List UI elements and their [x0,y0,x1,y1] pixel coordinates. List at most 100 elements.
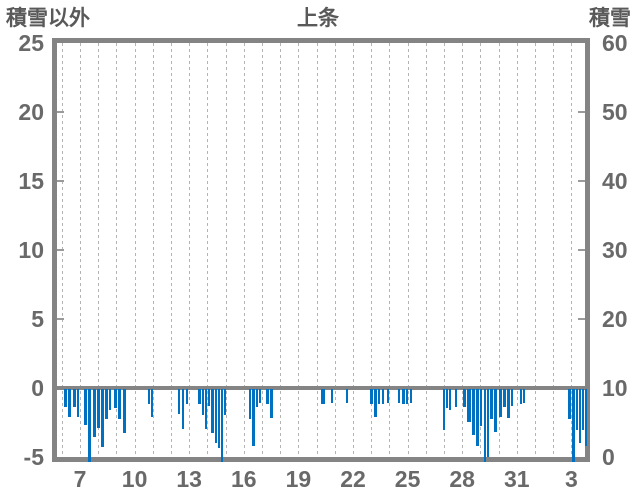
precip-bar [490,389,493,419]
day-gridline [134,43,136,457]
x-tick-label: 3 [564,466,578,492]
right-tick-label: 10 [602,375,628,401]
day-gridline [334,43,336,457]
day-gridline [425,43,427,457]
precip-bar [579,389,581,443]
precip-bar [270,389,273,418]
precip-bar [487,389,489,457]
precip-bar [151,389,153,417]
day-gridline [262,43,263,457]
precip-bar [215,389,217,443]
precip-bar [68,389,71,417]
precip-bar [378,389,380,404]
precip-bar [472,389,475,435]
day-gridline [535,43,536,457]
left-frame-tick [57,318,64,320]
precip-bar [572,389,575,462]
chart-title: 上条 [297,7,339,30]
precip-bar [398,389,400,403]
left-axis-title: 積雪以外 [6,7,90,30]
precip-bar [218,389,220,448]
precip-bar [585,389,587,446]
left-tick-label: 10 [18,237,44,263]
day-gridline [462,43,464,457]
precip-bar [123,389,126,433]
x-tick-label: 19 [285,466,312,492]
left-tick-label: 25 [18,30,44,56]
precip-bar [84,389,87,425]
precip-bar [256,389,258,407]
precip-bar [370,389,373,404]
precip-bar [252,389,255,446]
precip-bar [208,389,210,406]
left-tick-label: -5 [23,444,44,470]
day-gridline [480,43,482,457]
left-frame-tick [57,111,64,113]
zero-axis-line [57,386,585,390]
day-gridline [243,43,245,457]
precip-bar [178,389,180,414]
precip-bar [331,389,333,403]
precip-bar [64,389,67,407]
x-tick-label: 22 [340,466,366,492]
precip-bar [494,389,497,432]
left-tick-label: 20 [18,99,44,125]
precip-bar [511,389,513,406]
precip-bar [266,389,269,404]
day-gridline [444,43,445,457]
right-frame-tick [578,111,585,113]
precip-bar [346,389,348,403]
left-frame-tick [57,180,64,182]
right-tick-label: 40 [602,168,628,194]
day-gridline [171,43,172,457]
day-gridline [116,43,118,457]
day-gridline [207,43,209,457]
day-gridline [152,43,154,457]
precip-bar [406,389,408,404]
day-gridline [389,43,391,457]
day-gridline [371,43,373,457]
precip-bar [202,389,204,415]
left-frame-tick [57,249,64,251]
precip-bar [576,389,578,430]
day-gridline [571,43,573,457]
day-gridline [316,43,318,457]
precip-bar [97,389,100,428]
plot-area [52,38,590,462]
day-gridline [80,43,81,457]
day-gridline [98,43,100,457]
left-tick-label: 5 [31,306,44,332]
precip-bar [205,389,207,429]
precip-bar [114,389,117,408]
x-tick-label: 31 [504,466,530,492]
x-tick-label: 7 [73,466,87,492]
day-gridline [516,43,518,457]
day-gridline [298,43,300,457]
precip-bar [182,389,184,429]
right-tick-label: 0 [602,444,615,470]
precip-bar [520,389,522,404]
precip-bar [476,389,479,446]
precip-bar [582,389,584,430]
day-gridline [353,43,354,457]
precip-bar [480,389,482,426]
precip-bar [221,389,223,462]
day-gridline [189,43,191,457]
precip-bar [446,389,448,408]
precip-bar [507,389,510,418]
right-frame-tick [578,180,585,182]
precip-bar [449,389,451,410]
precip-bar [463,389,466,407]
precip-bar [105,389,108,419]
precip-bar [568,389,571,419]
day-gridline [280,43,282,457]
precip-bar [211,389,214,433]
precip-bar [88,389,91,462]
precip-bar [410,389,412,403]
x-tick-label: 13 [176,466,202,492]
precip-bar [499,389,502,417]
precip-bar [93,389,96,437]
precip-bar [382,389,384,404]
precip-bar [77,389,79,417]
precip-bar [374,389,377,417]
